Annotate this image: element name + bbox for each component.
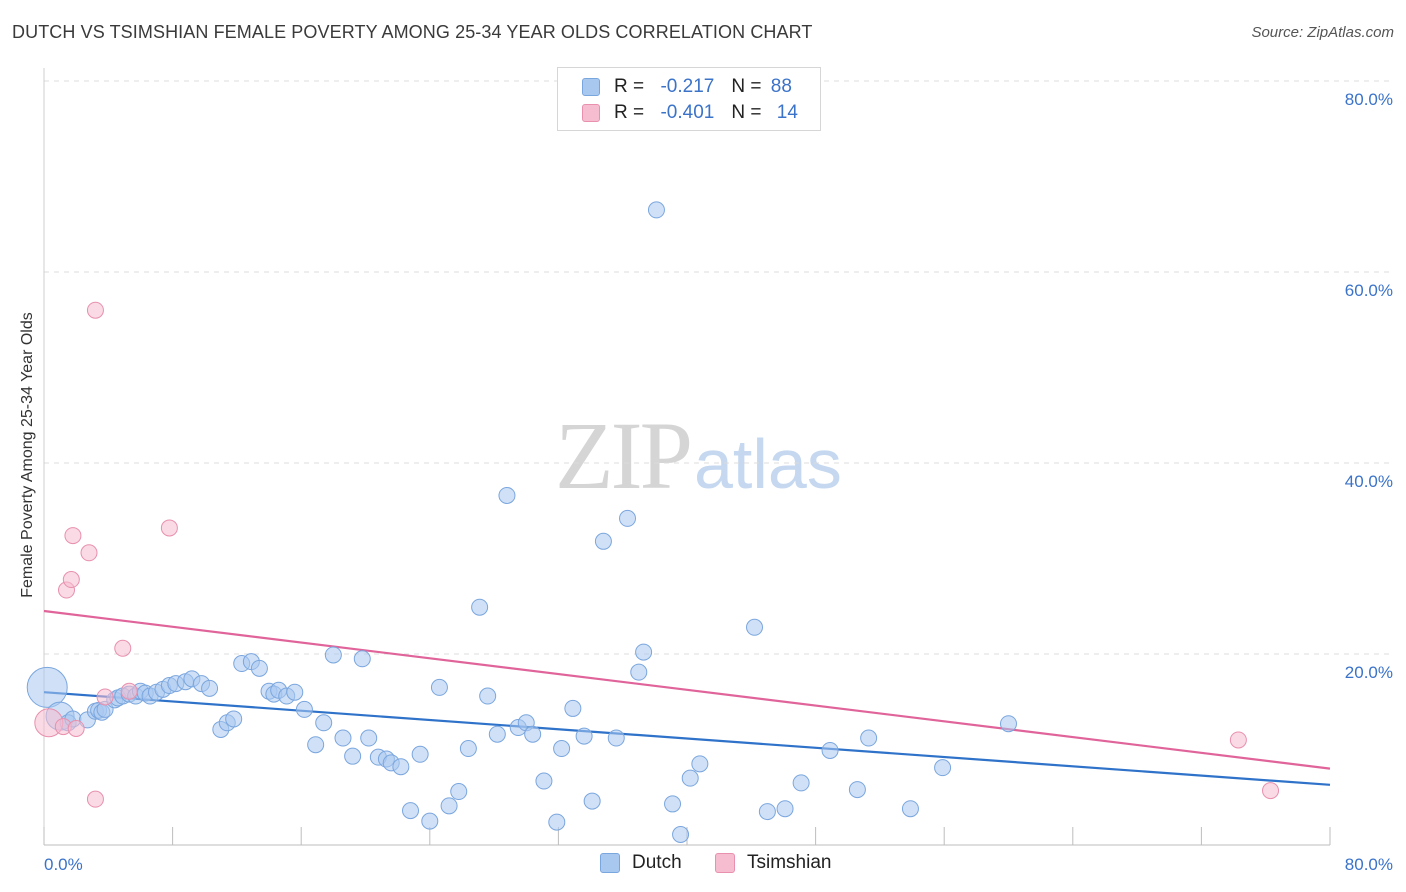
tsimshian-legend-swatch-icon bbox=[715, 853, 735, 873]
bottom-legend-tsimshian-label: Tsimshian bbox=[747, 852, 832, 873]
legend-n-value: 14 bbox=[776, 102, 798, 123]
tsimshian-point bbox=[67, 719, 85, 737]
dutch-point bbox=[607, 729, 625, 747]
dutch-point bbox=[440, 797, 458, 815]
axes bbox=[43, 68, 1331, 846]
dutch-trend-line bbox=[43, 691, 1331, 786]
dutch-point bbox=[411, 745, 429, 763]
dutch-point bbox=[553, 740, 571, 758]
dutch-point bbox=[324, 646, 342, 664]
dutch-point bbox=[344, 747, 362, 765]
dutch-point bbox=[334, 729, 352, 747]
dutch-point bbox=[564, 699, 582, 717]
dutch-point bbox=[201, 679, 219, 697]
chart-title: DUTCH VS TSIMSHIAN FEMALE POVERTY AMONG … bbox=[12, 22, 813, 42]
tsimshian-point bbox=[1262, 782, 1280, 800]
tsimshian-trend-line bbox=[43, 609, 1331, 770]
dutch-point bbox=[250, 659, 268, 677]
dutch-point bbox=[225, 710, 243, 728]
dutch-legend-swatch-icon bbox=[600, 853, 620, 873]
dutch-point bbox=[583, 792, 601, 810]
y-tick-label: 60.0% bbox=[1345, 281, 1393, 300]
grid-lines bbox=[44, 80, 1394, 655]
dutch-point bbox=[471, 598, 489, 616]
tsimshian-point bbox=[120, 682, 138, 700]
dutch-point bbox=[691, 755, 709, 773]
legend-n-value: 88 bbox=[770, 76, 792, 97]
dutch-point bbox=[664, 795, 682, 813]
dutch-point bbox=[524, 725, 542, 743]
dutch-point bbox=[901, 800, 919, 818]
legend-r-label: R = bbox=[614, 76, 645, 97]
dutch-point bbox=[392, 758, 410, 776]
dutch-point bbox=[430, 678, 448, 696]
legend-r-label: R = bbox=[614, 102, 645, 123]
dutch-point bbox=[286, 683, 304, 701]
legend-r-value: -0.401 bbox=[660, 102, 715, 123]
dutch-point bbox=[488, 725, 506, 743]
dutch-point bbox=[619, 509, 637, 527]
dutch-point bbox=[681, 769, 699, 787]
dutch-point bbox=[848, 781, 866, 799]
legend-n-label: N = bbox=[731, 76, 762, 97]
dutch-point bbox=[792, 774, 810, 792]
dutch-point bbox=[498, 486, 516, 504]
dutch-point bbox=[821, 741, 839, 759]
tsimshian-point bbox=[86, 301, 104, 319]
tsimshian-point bbox=[160, 519, 178, 537]
dutch-point bbox=[360, 729, 378, 747]
legend-row-tsimshian: R = -0.401 N = 14 bbox=[582, 101, 798, 125]
dutch-point bbox=[26, 666, 68, 708]
bottom-legend-tsimshian: Tsimshian bbox=[715, 852, 831, 874]
tick-labels: 20.0% 40.0% 60.0% 80.0% 0.0% 80.0% bbox=[44, 90, 1393, 874]
legend-n-label: N = bbox=[731, 102, 762, 123]
dutch-point bbox=[479, 687, 497, 705]
dutch-point bbox=[672, 825, 690, 843]
bottom-legend-dutch: Dutch bbox=[600, 852, 682, 874]
data-points bbox=[26, 201, 1280, 843]
y-tick-label: 80.0% bbox=[1345, 90, 1393, 109]
dutch-point bbox=[548, 813, 566, 831]
y-tick-label: 40.0% bbox=[1345, 472, 1393, 491]
tsimshian-point bbox=[96, 688, 114, 706]
dutch-point bbox=[635, 643, 653, 661]
tsimshian-swatch-icon bbox=[582, 104, 600, 122]
tsimshian-point bbox=[80, 544, 98, 562]
dutch-point bbox=[535, 772, 553, 790]
dutch-swatch-icon bbox=[582, 78, 600, 96]
dutch-point bbox=[315, 714, 333, 732]
dutch-point bbox=[1000, 715, 1017, 733]
dutch-point bbox=[575, 727, 593, 745]
x-tick-label: 0.0% bbox=[44, 855, 83, 874]
tsimshian-point bbox=[1229, 731, 1247, 749]
dutch-point bbox=[450, 783, 468, 801]
dutch-point bbox=[594, 532, 612, 550]
legend-r-value: -0.217 bbox=[660, 76, 715, 97]
dutch-point bbox=[295, 700, 313, 718]
dutch-point bbox=[860, 729, 878, 747]
dutch-point bbox=[934, 759, 952, 777]
bottom-legend-dutch-label: Dutch bbox=[632, 852, 682, 873]
tsimshian-point bbox=[114, 639, 132, 657]
dutch-point bbox=[353, 650, 371, 668]
dutch-point bbox=[307, 736, 325, 754]
chart-source: Source: ZipAtlas.com bbox=[1251, 24, 1394, 41]
dutch-point bbox=[421, 812, 439, 830]
tsimshian-point bbox=[64, 527, 82, 545]
dutch-point bbox=[758, 803, 776, 821]
x-tick-label: 80.0% bbox=[1345, 855, 1393, 874]
tsimshian-point bbox=[86, 790, 104, 808]
dutch-point bbox=[776, 800, 794, 818]
dutch-point bbox=[746, 618, 764, 636]
legend-row-dutch: R = -0.217 N = 88 bbox=[582, 75, 792, 99]
dutch-point bbox=[630, 663, 648, 681]
y-tick-label: 20.0% bbox=[1345, 663, 1393, 682]
dutch-point bbox=[402, 802, 420, 820]
tsimshian-point bbox=[62, 571, 80, 589]
correlation-legend: R = -0.217 N = 88 R = -0.401 N = 14 bbox=[557, 67, 821, 131]
dutch-point bbox=[459, 740, 477, 758]
trend-lines bbox=[43, 609, 1331, 786]
dutch-point bbox=[647, 201, 665, 219]
